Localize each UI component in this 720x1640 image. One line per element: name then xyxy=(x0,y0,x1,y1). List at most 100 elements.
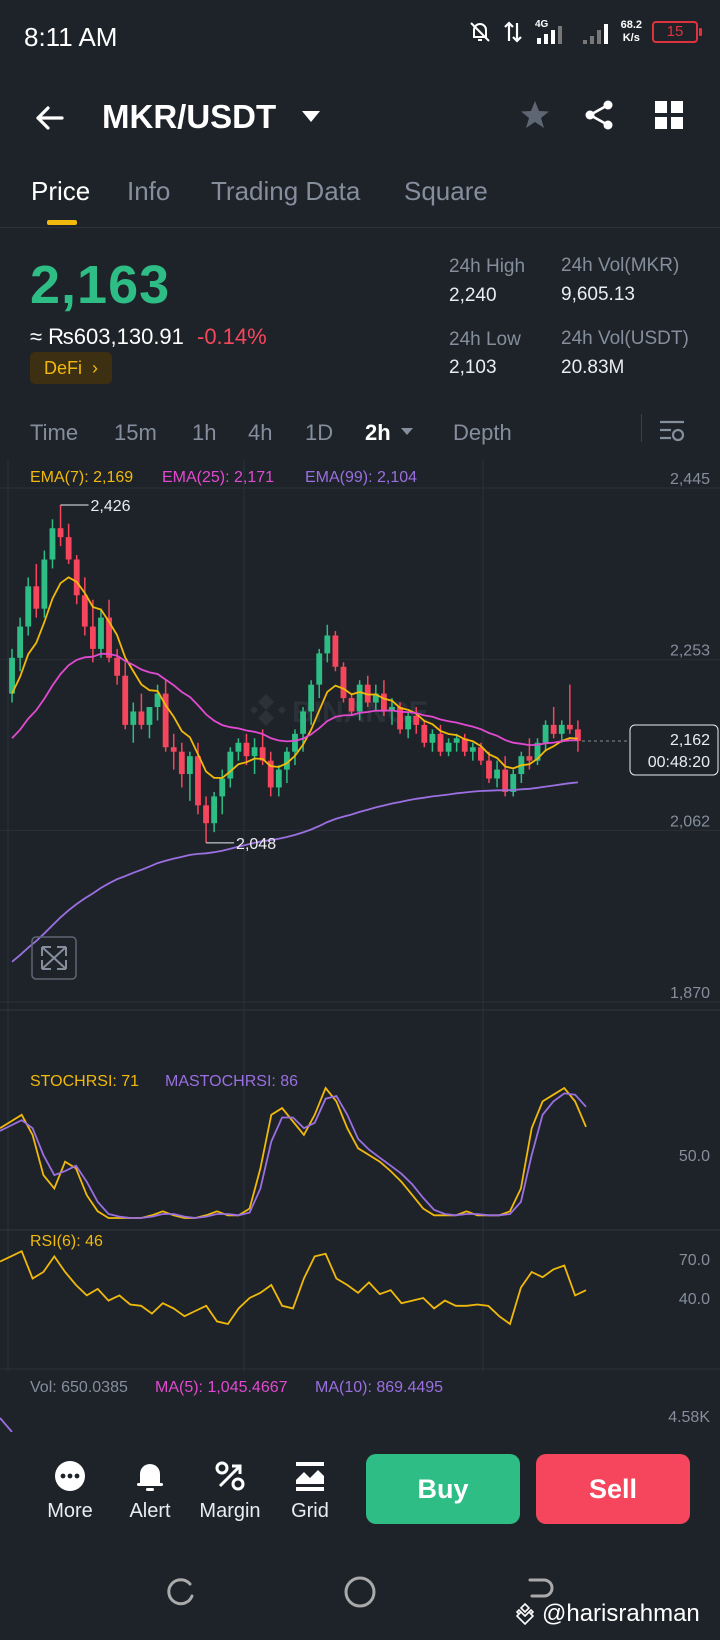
binance-logo-icon xyxy=(515,1603,535,1625)
fiat-price: ≈ ₨603,130.91 xyxy=(30,324,184,349)
candle-body xyxy=(219,778,226,797)
grid-label: Grid xyxy=(291,1500,329,1522)
candle-body xyxy=(122,675,129,725)
y-tick-label: 1,870 xyxy=(670,985,710,1002)
interval-2h[interactable]: 2h xyxy=(365,420,391,445)
alert-button[interactable]: Alert xyxy=(110,1458,190,1523)
interval-dropdown-icon[interactable] xyxy=(401,428,413,435)
volume-pane: Vol: 650.0385 MA(5): 1,045.4667 MA(10): 86… xyxy=(0,1379,710,1432)
recents-icon[interactable] xyxy=(160,1572,200,1612)
interval-1h[interactable]: 1h xyxy=(192,420,217,445)
candle-body xyxy=(316,653,323,685)
expand-chart-button[interactable] xyxy=(31,936,77,980)
candle-body xyxy=(575,729,581,741)
volume-legend-item: Vol: 650.0385 xyxy=(30,1379,128,1396)
interval-time[interactable]: Time xyxy=(30,420,79,445)
tab-price[interactable]: Price xyxy=(31,176,91,206)
candle-body xyxy=(162,693,169,748)
battery-icon: 15 xyxy=(652,21,702,43)
candle-body xyxy=(9,657,15,694)
candle-body xyxy=(283,751,290,770)
candle-body xyxy=(186,756,193,775)
chart-labels: 2,445 2,253 2,062 1,870 EMA(7): 2,169 EMA(25)… xyxy=(30,469,719,1002)
back-nav-icon[interactable] xyxy=(520,1572,560,1612)
candle-body xyxy=(356,684,363,712)
tab-info[interactable]: Info xyxy=(127,176,171,206)
candle-body xyxy=(542,724,549,743)
mute-notifications-icon xyxy=(469,22,490,42)
tab-trading-data[interactable]: Trading Data xyxy=(211,176,361,206)
candle-body xyxy=(114,657,121,676)
candle-body xyxy=(486,760,492,779)
candle-body xyxy=(332,635,339,667)
rsi-tick-label: 40.0 xyxy=(679,1291,710,1308)
detail-tabs: Price Info Trading Data Square xyxy=(0,168,720,228)
pair-header: MKR/USDT xyxy=(0,88,720,148)
stochrsi-tick-label: 50.0 xyxy=(679,1148,710,1165)
grid-button[interactable]: Grid xyxy=(270,1458,350,1523)
margin-button[interactable]: Margin xyxy=(190,1458,270,1523)
candle-body xyxy=(405,715,412,730)
candle-body xyxy=(211,796,218,824)
candle-body xyxy=(259,747,266,761)
candle-body xyxy=(98,617,104,649)
candle-body xyxy=(275,769,282,788)
candle-body xyxy=(300,711,306,734)
sell-button[interactable]: Sell xyxy=(536,1454,690,1524)
candle-body xyxy=(477,747,484,761)
percent-icon xyxy=(215,1461,245,1491)
interval-15m[interactable]: 15m xyxy=(114,420,157,445)
ema99-line xyxy=(11,781,578,963)
pair-dropdown-icon[interactable] xyxy=(302,111,320,122)
candle-body xyxy=(372,693,379,703)
candle-body xyxy=(267,760,274,788)
candle-body xyxy=(41,559,48,609)
low-value: 2,103 xyxy=(449,357,497,378)
buy-button[interactable]: Buy xyxy=(366,1454,520,1524)
network-type: 4G xyxy=(535,19,549,30)
favorite-star-icon[interactable] xyxy=(518,98,552,132)
author-watermark: @harisrahman xyxy=(514,1600,700,1628)
candle-body xyxy=(469,747,476,752)
candle-body xyxy=(534,742,541,761)
status-bar: 8:11 AM 4G 68.2 K/s 15 xyxy=(0,0,720,74)
vol-usdt-label: 24h Vol(USDT) xyxy=(561,328,689,349)
more-button[interactable]: More xyxy=(30,1458,110,1523)
candle-body xyxy=(65,537,72,560)
pair-title[interactable]: MKR/USDT xyxy=(102,98,277,135)
signal-icon xyxy=(582,24,608,44)
status-icons: 4G 68.2 K/s 15 xyxy=(467,18,702,46)
candle-body xyxy=(421,724,428,743)
bottom-action-bar: More Alert Margin Grid Buy Sell xyxy=(0,1432,720,1542)
candle-body xyxy=(566,724,573,730)
chart-settings-icon[interactable] xyxy=(657,416,687,444)
vol-usdt-value: 20.83M xyxy=(561,357,625,378)
low-label: 24h Low xyxy=(449,329,521,350)
candle-body xyxy=(389,707,395,712)
alert-label: Alert xyxy=(129,1500,171,1522)
tab-square[interactable]: Square xyxy=(404,176,488,206)
ema-legend-item: EMA(99): 2,104 xyxy=(305,469,417,486)
price-change: -0.14% xyxy=(197,324,267,349)
candle-body xyxy=(195,756,201,806)
layout-grid-icon[interactable] xyxy=(654,100,684,130)
share-icon[interactable] xyxy=(582,98,616,132)
volume-legend-item: MA(5): 1,045.4667 xyxy=(155,1379,288,1396)
interval-1d[interactable]: 1D xyxy=(305,420,334,445)
candle-body xyxy=(17,626,24,658)
candle-body xyxy=(494,769,500,779)
candle-body xyxy=(558,724,565,734)
candle-body xyxy=(461,738,468,752)
home-icon[interactable] xyxy=(340,1572,380,1612)
tab-active-indicator xyxy=(47,220,77,225)
defi-tag[interactable]: DeFi › xyxy=(30,352,113,384)
data-transfer-icon xyxy=(503,21,522,43)
back-arrow-icon[interactable] xyxy=(30,98,70,138)
interval-4h[interactable]: 4h xyxy=(248,420,273,445)
ema7-line xyxy=(11,576,578,779)
candle-body xyxy=(502,769,509,792)
y-tick-label: 2,253 xyxy=(670,643,710,660)
ema-legend-item: EMA(7): 2,169 xyxy=(30,469,133,486)
interval-depth[interactable]: Depth xyxy=(453,420,512,445)
